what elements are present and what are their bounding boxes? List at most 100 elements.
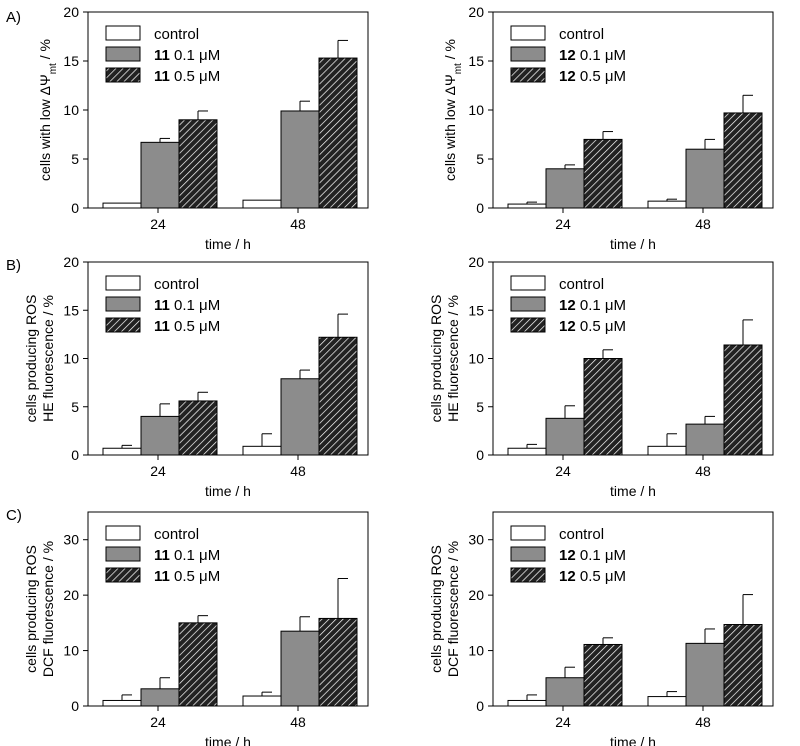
y-tick-label: 20 <box>63 254 79 270</box>
bar <box>583 643 623 707</box>
y-tick-label: 10 <box>468 351 484 367</box>
legend-swatch <box>105 317 141 333</box>
bar <box>685 148 725 209</box>
y-tick-label: 0 <box>71 698 79 714</box>
x-axis-label: time / h <box>205 734 251 746</box>
y-axis-label-line: cells producing ROS <box>23 295 39 423</box>
y-axis-label-line: cells producing ROS <box>428 295 444 423</box>
legend-label: 12 0.1 μM <box>559 297 626 314</box>
chart-4: 0 5 10 15 20 24 48 time / h cells producing ROS H… <box>428 254 774 499</box>
legend-swatch <box>510 525 546 541</box>
x-axis-label: time / h <box>205 483 251 499</box>
legend-label: control <box>559 276 604 293</box>
chart-1: 0 5 10 15 20 24 48 time / h cells with low ΔΨmt … <box>37 4 369 252</box>
x-tick-label: 48 <box>695 714 711 730</box>
legend-label: 12 0.1 μM <box>559 547 626 564</box>
x-tick-label: 48 <box>290 714 306 730</box>
bar <box>545 677 585 707</box>
legend-label: control <box>559 526 604 543</box>
y-tick-label: 0 <box>476 698 484 714</box>
chart-3: 0 5 10 15 20 24 48 time / h cells producing ROS H… <box>23 254 369 499</box>
x-tick-label: 24 <box>150 714 166 730</box>
legend-swatch <box>510 567 546 583</box>
legend-swatch <box>105 67 141 83</box>
legend-label: 12 0.1 μM <box>559 47 626 64</box>
legend-swatch <box>105 275 141 291</box>
legend-label: 11 0.1 μM <box>154 547 220 564</box>
y-axis-label-line: HE fluorescence / % <box>445 295 461 422</box>
legend-swatch <box>510 317 546 333</box>
legend-swatch <box>510 546 546 562</box>
y-tick-label: 10 <box>468 643 484 659</box>
y-tick-label: 15 <box>63 302 79 318</box>
chart-5: 0 10 20 30 24 48 time / h cells producing ROS DC… <box>23 511 369 746</box>
y-axis-label-line: cells producing ROS <box>23 545 39 673</box>
legend-swatch <box>510 25 546 41</box>
legend-label: control <box>154 26 199 43</box>
legend-label: control <box>154 276 199 293</box>
bar <box>507 699 547 707</box>
x-axis-label: time / h <box>610 236 656 252</box>
y-tick-label: 10 <box>63 643 79 659</box>
bar <box>723 112 763 209</box>
bar <box>318 617 358 707</box>
chart-6: 0 10 20 30 24 48 time / h cells producing ROS DC… <box>428 511 774 746</box>
y-axis-label-line: DCF fluorescence / % <box>445 541 461 677</box>
bar <box>318 57 358 209</box>
legend-label: 11 0.5 μM <box>154 68 220 85</box>
bar <box>685 642 725 707</box>
legend-swatch <box>510 275 546 291</box>
bar <box>723 624 763 707</box>
y-tick-label: 5 <box>71 151 79 167</box>
y-tick-label: 5 <box>71 399 79 415</box>
y-tick-label: 10 <box>468 102 484 118</box>
y-tick-label: 5 <box>476 151 484 167</box>
legend-label: 11 0.1 μM <box>154 297 220 314</box>
legend-label: 12 0.5 μM <box>559 318 626 335</box>
bar <box>507 203 547 209</box>
legend-label: 11 0.5 μM <box>154 568 220 585</box>
x-axis-label: time / h <box>610 734 656 746</box>
legend-swatch <box>105 25 141 41</box>
y-tick-label: 30 <box>63 532 79 548</box>
bar <box>318 336 358 456</box>
chart-2: 0 5 10 15 20 24 48 time / h cells with low ΔΨmt … <box>442 4 774 252</box>
bar <box>178 622 218 707</box>
legend-label: 12 0.5 μM <box>559 68 626 85</box>
bar <box>583 358 623 456</box>
bar <box>140 688 180 707</box>
bar <box>102 202 142 209</box>
y-tick-label: 30 <box>468 532 484 548</box>
legend-label: 12 0.5 μM <box>559 568 626 585</box>
bar <box>280 630 320 707</box>
y-axis-label-line: cells producing ROS <box>428 545 444 673</box>
plot-frame <box>87 511 369 707</box>
bar <box>647 445 687 456</box>
bar <box>723 344 763 456</box>
panel-label-a: A) <box>6 9 21 26</box>
bar <box>102 699 142 707</box>
x-axis-label: time / h <box>205 236 251 252</box>
y-tick-label: 15 <box>468 53 484 69</box>
y-tick-label: 0 <box>71 447 79 463</box>
legend-swatch <box>510 67 546 83</box>
y-tick-label: 0 <box>476 447 484 463</box>
y-tick-label: 10 <box>63 102 79 118</box>
bar <box>685 423 725 456</box>
y-tick-label: 15 <box>468 302 484 318</box>
x-tick-label: 48 <box>695 463 711 479</box>
bar <box>545 417 585 456</box>
bar <box>178 400 218 456</box>
legend-label: 11 0.1 μM <box>154 47 220 64</box>
bar <box>545 168 585 209</box>
charts-layer: 0 5 10 15 20 24 48 time / h cells with low ΔΨmt … <box>23 4 774 746</box>
x-tick-label: 24 <box>150 463 166 479</box>
x-tick-label: 24 <box>555 714 571 730</box>
legend-label: control <box>559 26 604 43</box>
bar <box>242 199 282 209</box>
x-tick-label: 48 <box>695 216 711 232</box>
y-axis-label: cells with low ΔΨmt / % <box>442 39 464 181</box>
y-axis-label: cells with low ΔΨmt / % <box>37 39 59 181</box>
legend-swatch <box>105 525 141 541</box>
